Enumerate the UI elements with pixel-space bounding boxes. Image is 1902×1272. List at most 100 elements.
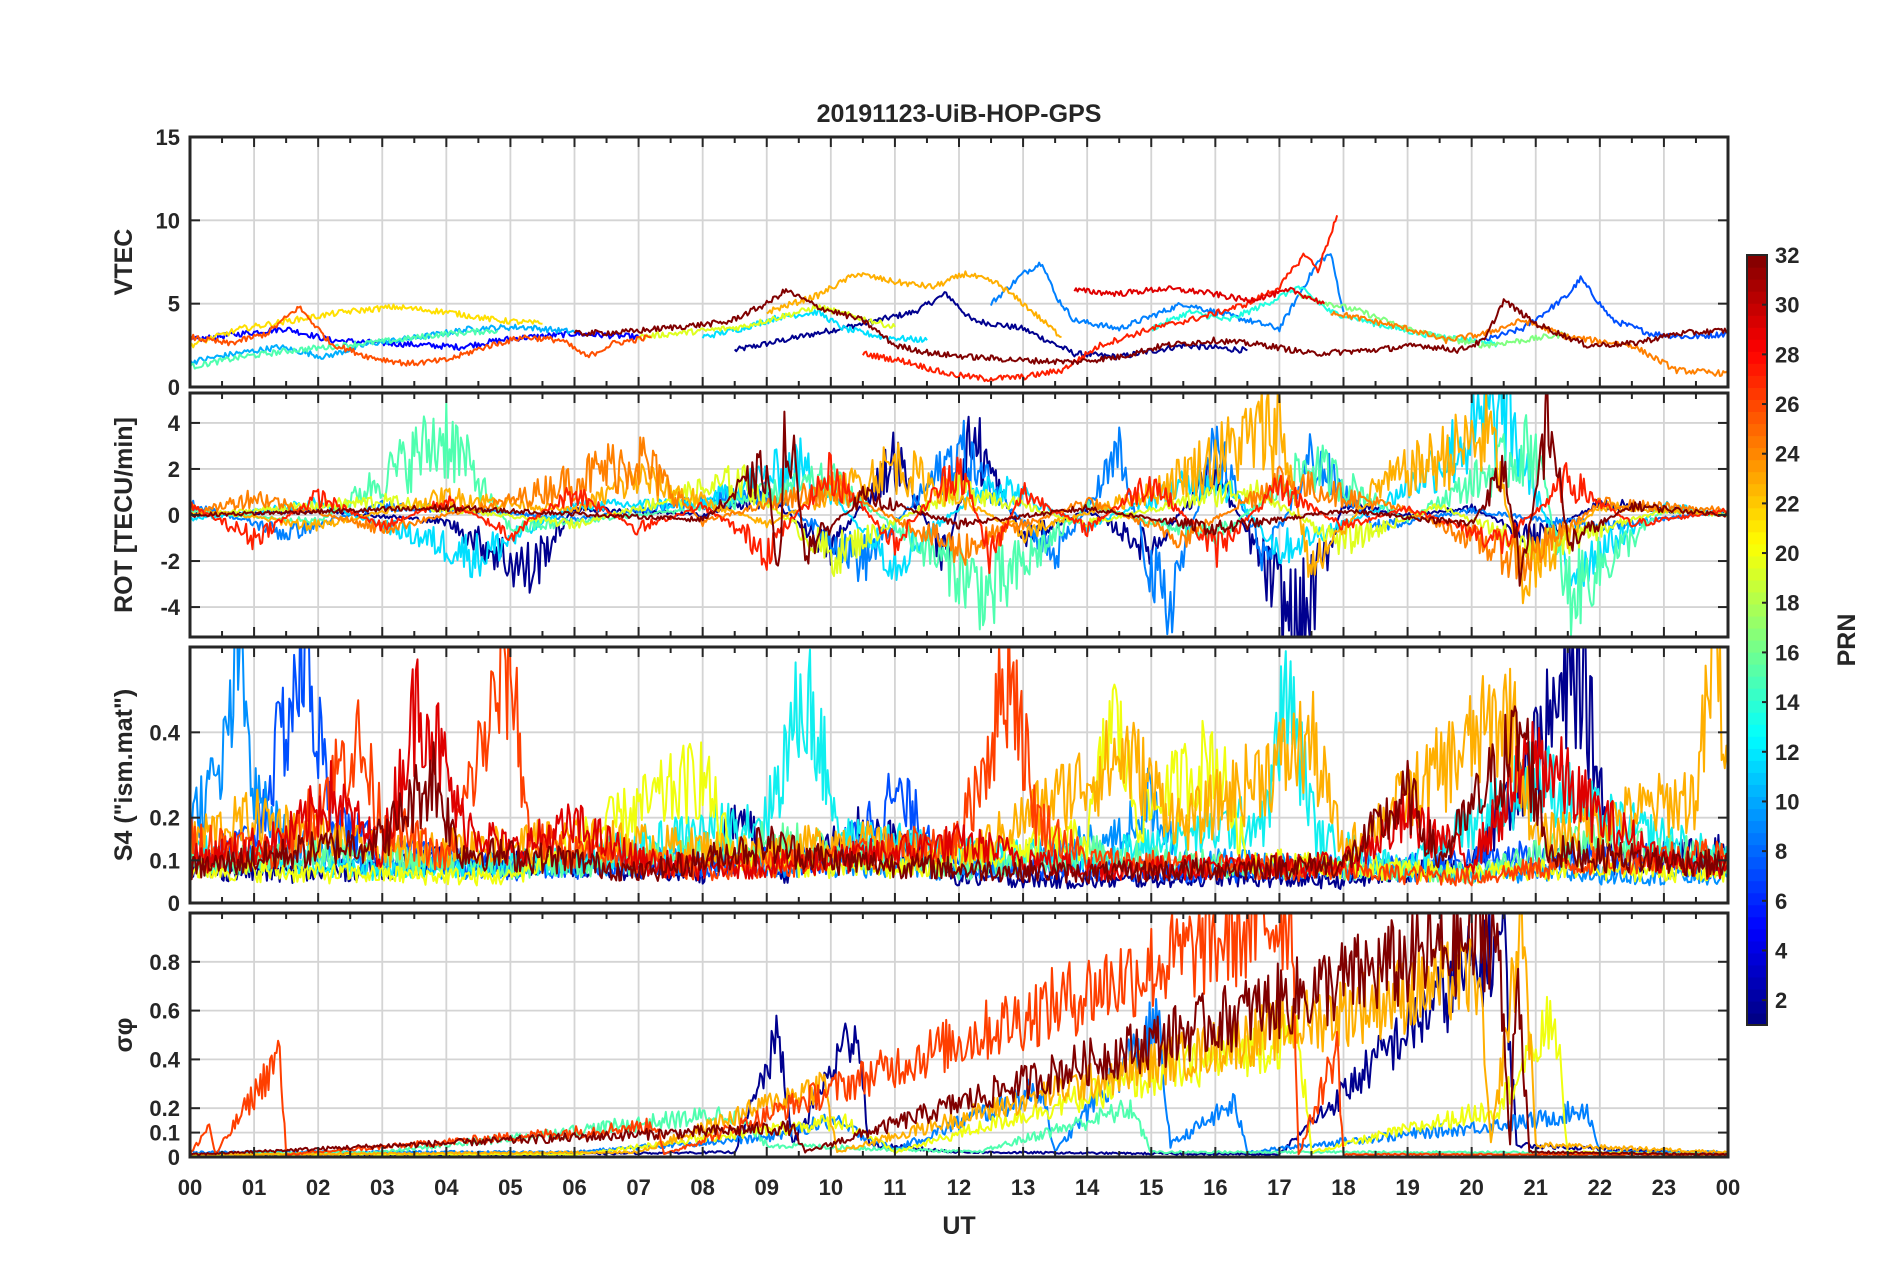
series-line-prn-29 [862,215,1339,383]
y-tick-label: 0 [168,1145,180,1170]
x-tick-label: 08 [690,1175,714,1200]
y-tick-label: 0 [168,375,180,400]
colorbar-segment [1747,940,1767,954]
x-tick-label: 14 [1075,1175,1100,1200]
colorbar-segment [1747,387,1767,400]
x-axis-label: UT [942,1212,975,1240]
colorbar-segment [1747,399,1767,413]
colorbar-segment [1747,411,1767,425]
colorbar-segment [1747,579,1767,593]
colorbar-segment [1747,279,1767,292]
panel-3: 0 0.1 0.2 0.4 S4 ("ism.mat") [110,645,1730,916]
colorbar-segment [1747,976,1767,990]
x-tick-label: 11 [883,1175,906,1200]
x-tick-label: 17 [1267,1175,1291,1200]
x-tick-label: 19 [1395,1175,1419,1200]
colorbar-segment [1747,880,1767,894]
series-group [190,393,1728,637]
colorbar-frame [1746,254,1768,1026]
colorbar-tick-label: 26 [1775,392,1799,417]
series-line-prn-30 [1073,285,1326,305]
colorbar-tick-label: 4 [1775,938,1788,963]
colorbar-segment [1747,303,1767,316]
colorbar-segment [1747,856,1767,870]
series-line-prn-30 [190,658,1728,882]
x-tick-label: 16 [1203,1175,1227,1200]
colorbar-segment [1747,772,1767,785]
series-group [190,215,1728,383]
series-line-prn-16 [190,402,1728,637]
colorbar-segment [1747,796,1767,810]
colorbar-segment [1747,459,1767,473]
colorbar-tick-label: 22 [1775,491,1799,516]
y-axis-label: ROT [TECU/min] [110,417,138,613]
series-line-prn-27 [190,647,1728,887]
colorbar-segment [1747,748,1767,761]
y-tick-label: -2 [160,549,180,574]
colorbar-segment [1747,892,1767,906]
colorbar-tick-label: 30 [1775,293,1799,318]
series-line-prn-29 [190,451,1728,574]
colorbar-segment [1747,339,1767,352]
series-line-prn-32 [190,705,1728,885]
colorbar-segment [1747,832,1767,846]
colorbar-tick-label: 18 [1775,591,1799,616]
series-line-prn-32 [190,393,1728,587]
x-tick-label: 00 [1716,1175,1740,1200]
colorbar-segment [1747,724,1767,737]
x-tick-label: 21 [1524,1175,1548,1200]
x-tick-label: 18 [1331,1175,1355,1200]
y-tick-label: 0 [168,891,180,916]
y-tick-label: 0.1 [149,1121,180,1146]
colorbar-segment [1747,531,1767,545]
colorbar-tick-label: 32 [1775,243,1799,268]
colorbar-segment [1747,507,1767,521]
colorbar-segment [1747,916,1767,930]
colorbar-segment [1747,928,1767,942]
y-tick-label: 4 [168,411,181,436]
colorbar-segment [1747,291,1767,304]
colorbar-segment [1747,375,1767,388]
series-line-prn-32 [573,288,1728,366]
colorbar-segment [1747,267,1767,280]
colorbar-segment [1747,640,1767,653]
colorbar-segment [1747,784,1767,798]
colorbar-tick-label: 14 [1775,690,1800,715]
y-tick-label: 0.6 [149,999,180,1024]
colorbar-segment [1747,868,1767,882]
x-tick-label: 13 [1011,1175,1035,1200]
colorbar-segment [1747,495,1767,509]
series-line-prn-22 [190,303,543,349]
colorbar-segment [1747,844,1767,858]
x-tick-label: 03 [370,1175,394,1200]
colorbar-segment [1747,483,1767,497]
colorbar-segment [1747,255,1767,268]
y-tick-label: 0.4 [149,720,180,745]
colorbar-segment [1747,736,1767,749]
colorbar-segment [1747,688,1767,701]
y-axis-label: VTEC [110,229,138,296]
colorbar-segment [1747,712,1767,725]
colorbar-segment [1747,555,1767,569]
x-tick-label: 06 [562,1175,586,1200]
series-line-prn-14 [1150,285,1499,348]
x-tick-label: 04 [434,1175,459,1200]
colorbar-tick-label: 2 [1775,988,1787,1013]
colorbar-tick-label: 28 [1775,342,1799,367]
series-line-prn-28 [190,305,652,367]
colorbar-segment [1747,327,1767,340]
y-tick-label: 0.2 [149,806,180,831]
series-line-prn-10 [190,323,576,366]
x-tick-label: 01 [242,1175,266,1200]
y-tick-label: 15 [156,125,180,150]
colorbar-segment [1747,964,1767,978]
colorbar-segment [1747,591,1767,605]
colorbar-tick-label: 8 [1775,839,1787,864]
y-axis-label: S4 ("ism.mat") [110,689,138,861]
colorbar-segment [1747,423,1767,437]
series-line-prn-12 [701,309,928,344]
series-line-prn-6 [1484,275,1728,342]
